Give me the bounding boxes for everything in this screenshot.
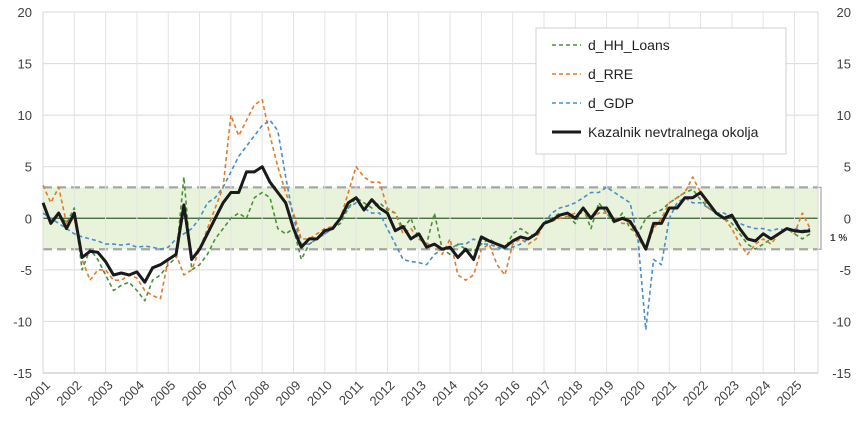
y-tick-label-left: 15 [18,57,32,72]
x-tick-label: 2003 [85,378,116,409]
y-tick-label-right: 5 [844,160,851,175]
x-tick-label: 2023 [711,378,742,409]
x-tick-label: 2013 [398,378,429,409]
x-tick-label: 2011 [336,378,366,408]
band-bracket [818,186,822,250]
y-tick-label-right: -15 [832,366,851,381]
x-tick-label: 2018 [554,378,585,409]
x-tick-label: 2014 [429,378,460,409]
legend-label-2: d_RRE [588,66,633,82]
band-label: 1 % [830,233,847,244]
x-tick-label: 2002 [53,378,84,409]
x-tick-label: 2010 [304,378,335,409]
y-tick-label-right: 10 [837,108,851,123]
x-tick-label: 2005 [147,378,178,409]
y-tick-label-right: 20 [837,5,851,20]
x-tick-label: 2020 [617,378,648,409]
x-tick-label: 2012 [367,378,398,409]
y-tick-label-right: -5 [839,263,851,278]
y-tick-label-left: 10 [18,108,32,123]
x-tick-label: 2004 [116,378,147,409]
x-tick-label: 2015 [460,378,491,409]
legend: d_HH_Loans d_RRE d_GDP Kazalnik nevtralnega… [535,27,787,155]
y-tick-label-right: 15 [837,57,851,72]
x-tick-label: 2016 [492,378,523,409]
y-tick-label-right: -10 [832,314,851,329]
legend-label-4: Kazalnik nevtralnega okolja [588,124,759,140]
x-tick-label: 2001 [22,378,53,409]
legend-label-1: d_HH_Loans [588,37,670,53]
x-tick-label: 2021 [648,378,679,409]
y-tick-label-left: -10 [13,314,32,329]
x-tick-label: 2007 [210,378,241,409]
series-line-4 [41,165,811,284]
y-tick-label-left: 5 [25,160,32,175]
y-tick-label-left: 20 [18,5,32,20]
x-tick-label: 2009 [273,378,304,409]
x-tick-label: 2019 [586,378,617,409]
y-tick-label-left: 0 [25,211,32,226]
x-tick-label: 2017 [523,378,554,409]
x-tick-label: 2024 [742,378,773,409]
y-tick-label-left: -5 [20,263,32,278]
x-tick-label: 2022 [680,378,711,409]
x-tick-label: 2006 [179,378,210,409]
series-lines [41,98,811,331]
y-tick-label-right: 0 [844,211,851,226]
y-tick-label-left: -15 [13,366,32,381]
legend-label-3: d_GDP [588,95,634,111]
x-tick-label: 2008 [241,378,272,409]
x-tick-label: 2025 [774,378,805,409]
